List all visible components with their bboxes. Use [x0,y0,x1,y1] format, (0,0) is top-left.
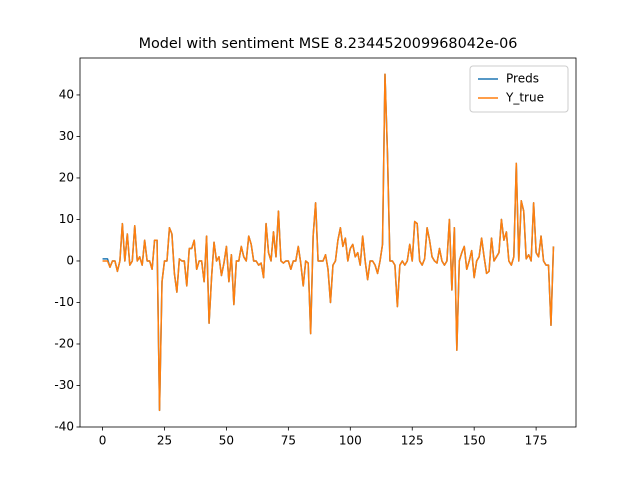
y-tick-label: 10 [59,212,74,226]
y-tick-label: 40 [59,87,74,101]
line-series [102,73,555,412]
x-tick-label: 25 [157,434,172,448]
y-tick-label: 20 [59,170,74,184]
legend-label: Preds [506,72,539,86]
x-tick-label: 0 [99,434,107,448]
y-tick-label: 0 [66,253,74,267]
chart-title: Model with sentiment MSE 8.2344520099680… [139,36,518,52]
y-tick-label: -20 [54,336,74,350]
x-tick-label: 175 [525,434,548,448]
y-tick-label: -40 [54,420,74,434]
legend-label: Y_true [505,91,544,105]
x-tick-label: 125 [401,434,424,448]
legend: Preds Y_true [469,65,569,113]
y-tick-label: 30 [59,129,74,143]
x-tick-label: 150 [463,434,486,448]
x-tick-label: 100 [339,434,362,448]
x-tick-label: 75 [281,434,296,448]
x-tick-label: 50 [219,434,234,448]
plot-frame [79,57,577,428]
y-tick-label: -10 [54,295,74,309]
legend-box [469,65,569,113]
y-tick-label: -30 [54,378,74,392]
